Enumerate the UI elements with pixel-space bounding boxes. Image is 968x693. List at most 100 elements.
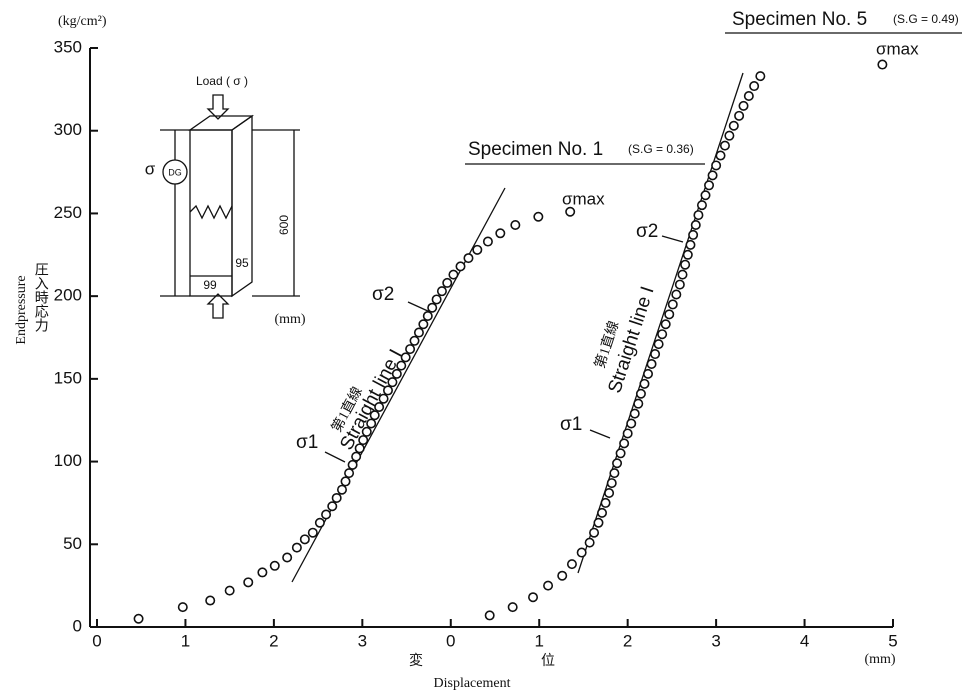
data-point	[664, 309, 675, 320]
x-tick-label: 0	[446, 631, 455, 650]
data-point	[557, 570, 568, 581]
specimen-top	[187, 115, 255, 131]
data-point	[604, 488, 615, 499]
inset-label: Load ( σ )	[196, 74, 248, 88]
data-point	[646, 358, 657, 369]
data-point	[593, 517, 604, 528]
data-point	[340, 476, 351, 487]
data-point	[205, 595, 216, 606]
data-point	[565, 206, 576, 217]
data-point	[431, 294, 442, 305]
y-unit: (kg/cm²)	[58, 14, 107, 29]
data-point	[382, 385, 393, 396]
data-point	[615, 448, 626, 459]
point-label: σ2	[636, 221, 658, 242]
data-point	[688, 229, 699, 240]
pointer	[324, 451, 346, 463]
y-tick-label: 300	[54, 120, 82, 139]
series-note: (S.G = 0.36)	[628, 142, 694, 156]
pointer	[407, 301, 431, 313]
support-arrow	[206, 293, 230, 319]
data-point	[626, 418, 637, 429]
data-point	[314, 517, 325, 528]
data-point	[374, 401, 385, 412]
data-point	[331, 492, 342, 503]
data-point	[427, 302, 438, 313]
data-point	[743, 90, 754, 101]
point-label: σmax	[876, 39, 919, 58]
data-point	[436, 286, 447, 297]
y-tick-label: 150	[54, 368, 82, 387]
data-point	[609, 468, 620, 479]
data-point	[635, 388, 646, 399]
data-point	[391, 368, 402, 379]
y-tick-label: 350	[54, 37, 82, 56]
data-point	[299, 534, 310, 545]
data-point	[455, 261, 466, 272]
data-point	[243, 577, 254, 588]
data-point	[533, 211, 544, 222]
data-point	[667, 299, 678, 310]
inset-unit: (mm)	[274, 312, 305, 327]
y-tick-label: 0	[73, 616, 82, 635]
data-point	[724, 130, 735, 141]
data-point	[597, 507, 608, 518]
x-tick-label: 3	[358, 631, 367, 650]
data-point	[354, 443, 365, 454]
data-point	[484, 610, 495, 621]
data-point	[400, 352, 411, 363]
data-point	[282, 552, 293, 563]
data-point	[619, 438, 630, 449]
data-point	[693, 210, 704, 221]
data-point	[576, 547, 587, 558]
data-point	[321, 509, 332, 520]
data-point	[463, 253, 474, 264]
data-point	[507, 602, 518, 613]
data-point	[707, 170, 718, 181]
data-point	[660, 319, 671, 330]
data-point	[448, 269, 459, 280]
data-point	[682, 249, 693, 260]
y-tick-label: 200	[54, 286, 82, 305]
data-point	[405, 344, 416, 355]
data-point	[291, 542, 302, 553]
data-point	[657, 329, 668, 340]
data-point	[495, 228, 506, 239]
inset-label: DG	[168, 167, 182, 177]
data-point	[327, 501, 338, 512]
data-point	[472, 244, 483, 255]
x-axis-label: Displacement	[434, 676, 511, 691]
data-point	[307, 527, 318, 538]
data-point	[378, 393, 389, 404]
data-point	[877, 59, 888, 70]
data-point	[633, 398, 644, 409]
series-label: Specimen No. 1	[468, 139, 603, 160]
pointer	[589, 429, 611, 439]
x-tick-label: 2	[623, 631, 632, 650]
dial-gauge	[162, 159, 188, 185]
data-point	[133, 613, 144, 624]
data-point	[344, 468, 355, 479]
data-point	[589, 527, 600, 538]
point-label: σmax	[562, 189, 605, 208]
data-point	[600, 497, 611, 508]
point-label: σ1	[296, 432, 318, 453]
x-tick-label: 5	[888, 631, 897, 650]
crack	[189, 204, 233, 220]
data-point	[653, 339, 664, 350]
inset-label: σ	[145, 159, 156, 178]
data-point	[700, 190, 711, 201]
data-point	[369, 410, 380, 421]
data-point	[422, 310, 433, 321]
data-point	[643, 368, 654, 379]
data-point	[749, 81, 760, 92]
data-point	[671, 289, 682, 300]
x-unit: (mm)	[864, 652, 895, 667]
data-point	[566, 559, 577, 570]
inset-label: 99	[203, 278, 217, 292]
data-point	[606, 478, 617, 489]
point-label: σ2	[372, 284, 394, 305]
y-tick-label: 250	[54, 203, 82, 222]
x-tick-label: 3	[711, 631, 720, 650]
data-point	[177, 602, 188, 613]
